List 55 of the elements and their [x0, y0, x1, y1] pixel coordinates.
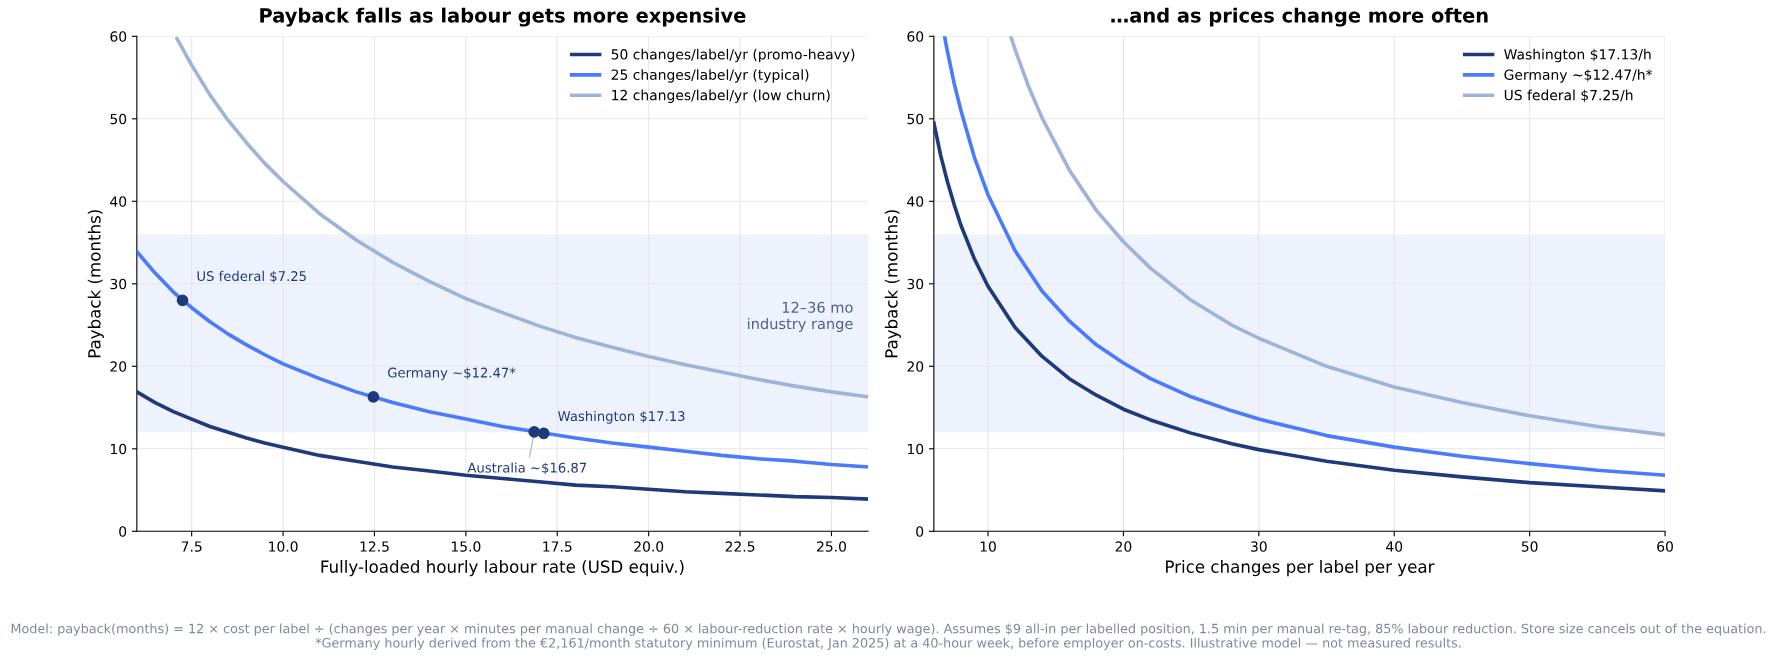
x-tick-label: 12.5 — [360, 541, 389, 552]
x-tick-label: 17.5 — [543, 541, 572, 552]
chart-title: …and as prices change more often — [1111, 7, 1488, 27]
y-tick-label: 40 — [110, 196, 127, 207]
y-tick-label: 30 — [907, 278, 924, 290]
annotation: Australia ~$16.87 — [467, 462, 587, 475]
chart-title: Payback falls as labour gets more expensive — [260, 7, 746, 27]
x-axis-title: Price changes per label per year — [1166, 560, 1435, 577]
legend-label: 25 changes/label/yr (typical) — [611, 69, 809, 83]
y-tick-label: 10 — [110, 443, 127, 455]
y-tick-label: 50 — [110, 113, 127, 125]
x-tick-label: 20 — [1115, 541, 1132, 552]
x-tick-label: 60 — [1657, 541, 1673, 552]
legend-label: US federal $7.25/h — [1504, 89, 1633, 103]
point — [537, 427, 550, 440]
line-series — [136, 390, 869, 501]
line-series — [175, 36, 869, 399]
line-series — [933, 121, 1666, 493]
point — [176, 294, 189, 307]
x-tick-label: 30 — [1251, 541, 1267, 552]
y-tick-label: 60 — [110, 31, 127, 42]
y-axis-title: Payback (months) — [884, 210, 901, 358]
legend-label: Germany ~$12.47/h* — [1504, 69, 1653, 83]
y-tick-label: 60 — [907, 31, 924, 42]
line-series — [942, 36, 1666, 478]
legend-label: 50 changes/label/yr (promo-heavy) — [611, 48, 855, 63]
band-label: 12–36 mo industry range — [748, 301, 853, 333]
x-tick-label: 15.0 — [451, 541, 481, 552]
y-tick-label: 10 — [907, 443, 924, 455]
y-tick-label: 50 — [907, 113, 924, 125]
legend-label: Washington $17.13/h — [1504, 48, 1651, 63]
x-tick-label: 10.0 — [269, 541, 298, 552]
y-axis-title: Payback (months) — [87, 210, 104, 358]
point — [528, 426, 541, 438]
line-series — [1009, 36, 1666, 437]
y-tick-label: 30 — [110, 278, 127, 290]
annotation: Washington $17.13 — [558, 410, 685, 424]
y-tick-label: 0 — [916, 526, 924, 537]
x-tick-label: 40 — [1386, 541, 1403, 552]
y-tick-label: 20 — [110, 361, 127, 372]
annotation: Germany ~$12.47* — [388, 367, 516, 381]
point — [367, 390, 380, 403]
x-tick-label: 22.5 — [725, 541, 755, 552]
legend-label: 12 changes/label/yr (low churn) — [612, 89, 830, 104]
annotation: US federal $7.25 — [197, 270, 306, 283]
y-tick-label: 0 — [119, 526, 127, 537]
x-tick-label: 10 — [980, 541, 996, 552]
x-axis-title: Fully-loaded hourly labour rate (USD equiv.) — [321, 560, 684, 577]
x-tick-label: 25.0 — [817, 541, 847, 552]
text: Model: payback(months) = 12 × cost per label ÷ (changes per year × minutes per manual change ÷ 60 × labour-reduction rate × hourly wage). Assumes $9 all-in per labelled position, 1.5 min per manual re-tag, 85% labour reduction. Store size cancels out of the equation. *Germany hourly derived from the €2,161/month statutory minimum (Eurostat, Jan 2025) at a 40-hour week, before employer on-costs. Illustrative model — not measured results. — [11, 623, 1766, 651]
x-tick-label: 7.5 — [181, 541, 202, 552]
y-tick-label: 40 — [907, 196, 924, 207]
x-tick-label: 50 — [1521, 541, 1538, 552]
y-tick-label: 20 — [907, 361, 924, 372]
x-tick-label: 20.0 — [634, 541, 664, 552]
